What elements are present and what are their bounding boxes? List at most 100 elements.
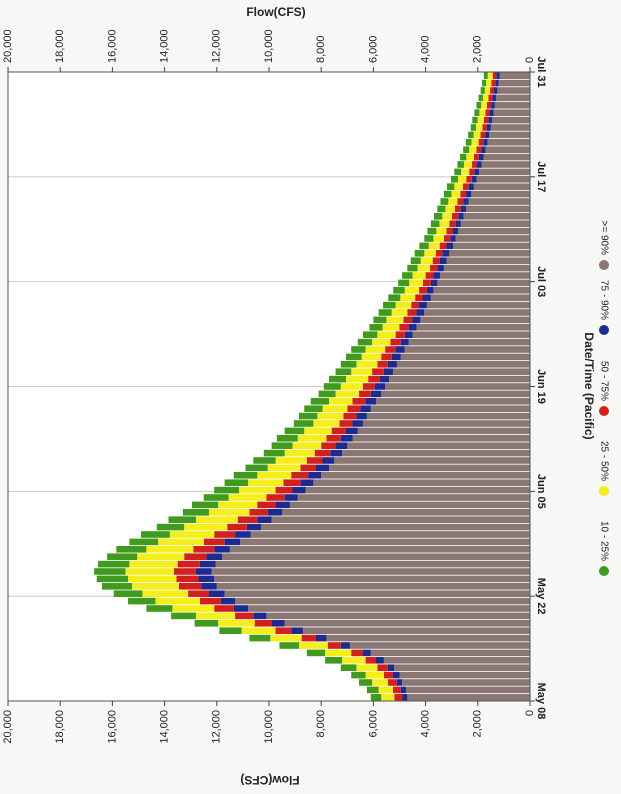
bar-segment-2 <box>306 457 323 464</box>
bar-segment-3 <box>372 338 391 346</box>
bar-segment-4 <box>480 87 485 94</box>
bar-segment-3 <box>395 301 412 309</box>
bar-segment-1 <box>291 627 303 634</box>
y-tick-label: 14,000 <box>159 710 171 744</box>
bar-segment-1 <box>365 398 377 405</box>
bar-segment-1 <box>391 353 401 361</box>
bar-segment-0 <box>498 79 530 87</box>
bar-segment-1 <box>284 494 298 501</box>
bar-segment-2 <box>203 538 225 546</box>
bar-segment-1 <box>362 649 371 657</box>
bar-segment-1 <box>446 242 454 250</box>
bar-segment-3 <box>169 531 215 538</box>
bar-segment-0 <box>326 634 530 642</box>
bar-segment-3 <box>158 538 204 546</box>
bar-segment-3 <box>172 605 215 612</box>
bar-segment-3 <box>471 139 479 146</box>
bar-segment-4 <box>156 523 185 531</box>
bar-segment-3 <box>436 227 447 235</box>
bar-segment-1 <box>340 642 350 649</box>
bar-segment-3 <box>345 375 369 383</box>
bar-segment-1 <box>224 538 241 546</box>
x-tick-label: Jun 05 <box>535 474 547 509</box>
bar-segment-4 <box>362 331 378 338</box>
bar-segment-1 <box>271 620 285 627</box>
bar-segment-1 <box>374 383 386 390</box>
bar-segment-0 <box>261 523 530 531</box>
bar-segment-1 <box>463 198 469 205</box>
bar-segment-1 <box>383 368 393 375</box>
bar-segment-1 <box>257 516 272 523</box>
bar-segment-0 <box>426 301 530 309</box>
bar-segment-0 <box>424 309 530 316</box>
bar-segment-0 <box>404 346 530 353</box>
bar-segment-4 <box>113 590 143 597</box>
bar-segment-0 <box>437 279 530 287</box>
bar-segment-3 <box>195 612 236 620</box>
bar-segment-3 <box>457 176 467 183</box>
bar-segment-1 <box>376 657 384 664</box>
bar-segment-2 <box>275 486 293 494</box>
bar-segment-2 <box>390 338 401 346</box>
bar-segment-2 <box>351 649 363 657</box>
bar-segment-4 <box>369 324 383 331</box>
bar-segment-4 <box>293 420 314 427</box>
y-tick-label-top: 12,000 <box>211 29 223 63</box>
bar-segment-2 <box>462 183 469 190</box>
bar-segment-2 <box>314 449 331 457</box>
bar-segment-2 <box>387 679 397 686</box>
bar-segment-2 <box>473 153 479 161</box>
bar-segment-3 <box>417 264 431 272</box>
bar-segment-1 <box>460 205 467 213</box>
bar-segment-0 <box>487 139 530 146</box>
bar-segment-1 <box>400 686 407 694</box>
y-tick-label-top: 8,000 <box>315 35 327 63</box>
bar-segment-1 <box>491 102 495 109</box>
bar-segment-4 <box>359 679 373 686</box>
bar-segment-2 <box>478 139 484 146</box>
bar-segment-1 <box>315 464 330 472</box>
bar-segment-3 <box>381 694 395 701</box>
bar-segment-1 <box>330 449 343 457</box>
bar-segment-4 <box>299 412 318 420</box>
bar-segment-0 <box>305 486 530 494</box>
bar-segment-3 <box>270 634 302 642</box>
bar-segment-0 <box>490 124 530 131</box>
bar-segment-2 <box>430 264 438 272</box>
bar-segment-1 <box>483 139 488 146</box>
bar-segment-2 <box>492 72 497 79</box>
bar-segment-1 <box>322 457 335 464</box>
bar-segment-1 <box>208 590 225 597</box>
y-tick-label: 4,000 <box>420 710 432 738</box>
bar-segment-0 <box>357 427 530 435</box>
bar-segment-3 <box>428 242 440 250</box>
bar-segment-0 <box>342 449 530 457</box>
bar-segment-4 <box>468 131 474 139</box>
bar-segment-4 <box>304 405 323 412</box>
bar-segment-4 <box>478 94 484 102</box>
bar-segment-1 <box>214 546 230 553</box>
bar-segment-3 <box>382 324 400 331</box>
bar-segment-2 <box>454 205 461 213</box>
bar-segment-1 <box>246 523 262 531</box>
bar-segment-2 <box>173 568 196 575</box>
bar-segment-1 <box>335 442 348 449</box>
bar-segment-0 <box>222 553 530 560</box>
y-tick-label: 10,000 <box>263 710 275 744</box>
bar-segment-3 <box>391 309 408 316</box>
bar-segment-0 <box>481 161 530 168</box>
bar-segment-4 <box>345 353 362 361</box>
bar-segment-3 <box>218 501 258 509</box>
y-tick-label-top: 16,000 <box>106 29 118 63</box>
bar-segment-2 <box>422 279 431 287</box>
bar-segment-4 <box>383 301 396 309</box>
bar-segment-0 <box>453 242 530 250</box>
bar-segment-4 <box>182 509 209 516</box>
bar-segment-0 <box>494 102 530 109</box>
bar-segment-1 <box>408 324 417 331</box>
bar-segment-1 <box>352 420 363 427</box>
bar-segment-0 <box>394 664 530 671</box>
y-tick-label-top: 10,000 <box>263 29 275 63</box>
bar-segment-4 <box>373 316 387 324</box>
bar-segment-0 <box>389 375 530 383</box>
